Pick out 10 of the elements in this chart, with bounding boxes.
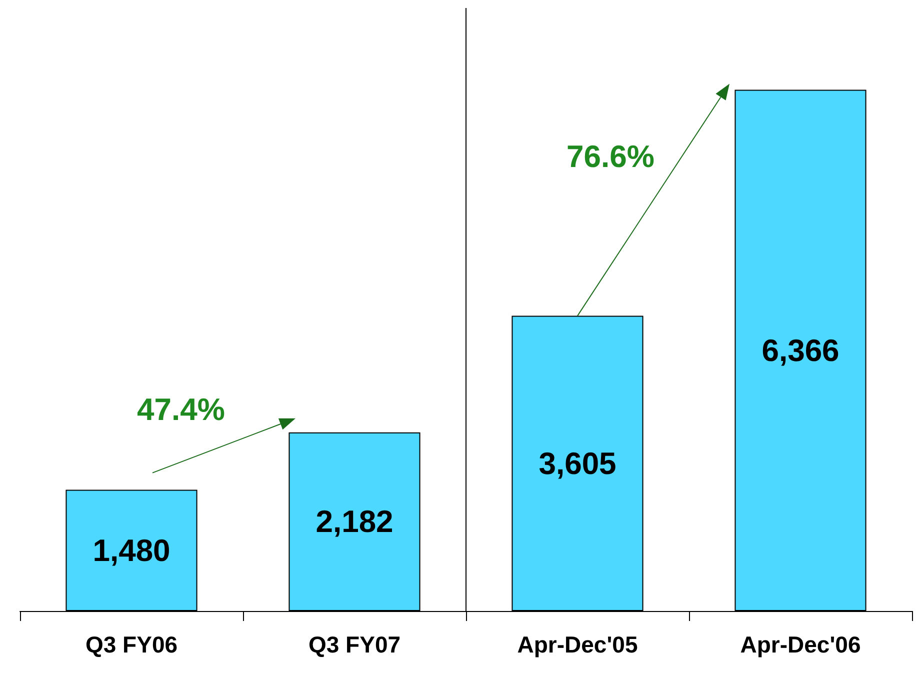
x-tick-label: Apr-Dec'05	[517, 632, 638, 658]
annotation: 47.4%	[137, 392, 225, 428]
data-label: 6,366	[762, 332, 840, 368]
data-label: 2,182	[316, 504, 394, 540]
data-label: 3,605	[538, 446, 616, 481]
x-tick-label: Q3 FY07	[308, 632, 401, 658]
annotation: 76.6%	[566, 138, 654, 175]
x-tick-label: Apr-Dec'06	[740, 632, 861, 658]
x-tick-label: Q3 FY06	[85, 632, 178, 658]
data-label: 1,480	[92, 532, 170, 568]
